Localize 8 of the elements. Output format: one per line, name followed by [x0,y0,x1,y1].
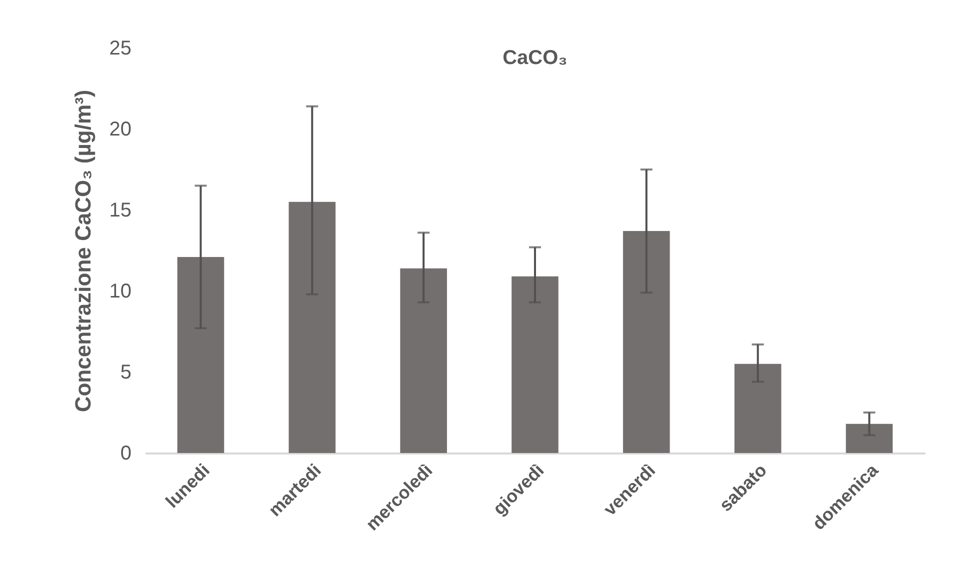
y-tick-label: 5 [120,362,132,384]
y-tick-label: 0 [120,442,132,464]
y-axis-title: Concentrazione CaCO₃ (µg/m³) [70,90,96,412]
chart-title: CaCO₃ [502,47,568,69]
y-tick-label: 20 [109,118,132,140]
y-tick-label: 25 [109,38,132,60]
y-tick-label: 15 [109,200,132,222]
y-tick-label: 10 [109,280,132,302]
